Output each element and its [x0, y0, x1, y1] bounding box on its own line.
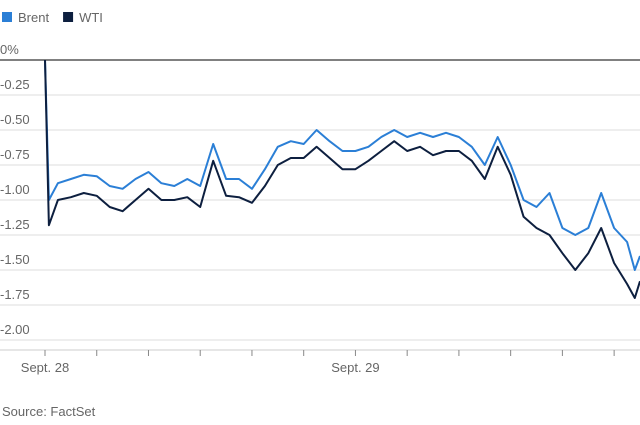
source: Source: FactSet — [2, 404, 96, 419]
legend-label: WTI — [79, 10, 103, 25]
y-tick-label: -0.25 — [0, 77, 30, 92]
x-tick-label: Sept. 28 — [21, 360, 69, 375]
y-tick-label: -1.25 — [0, 217, 30, 232]
legend-label: Brent — [18, 10, 49, 25]
y-tick-label: -0.75 — [0, 147, 30, 162]
y-tick-label: -1.00 — [0, 182, 30, 197]
series-line — [44, 59, 640, 299]
x-tick-label: Sept. 29 — [331, 360, 379, 375]
legend-swatch — [63, 12, 74, 22]
series-line — [44, 59, 640, 271]
y-tick-label: -0.50 — [0, 112, 30, 127]
y-tick-label: 0% — [0, 42, 19, 57]
y-tick-label: -1.50 — [0, 252, 30, 267]
legend-swatch — [2, 12, 12, 22]
y-tick-label: -1.75 — [0, 287, 30, 302]
y-tick-label: -2.00 — [0, 322, 30, 337]
